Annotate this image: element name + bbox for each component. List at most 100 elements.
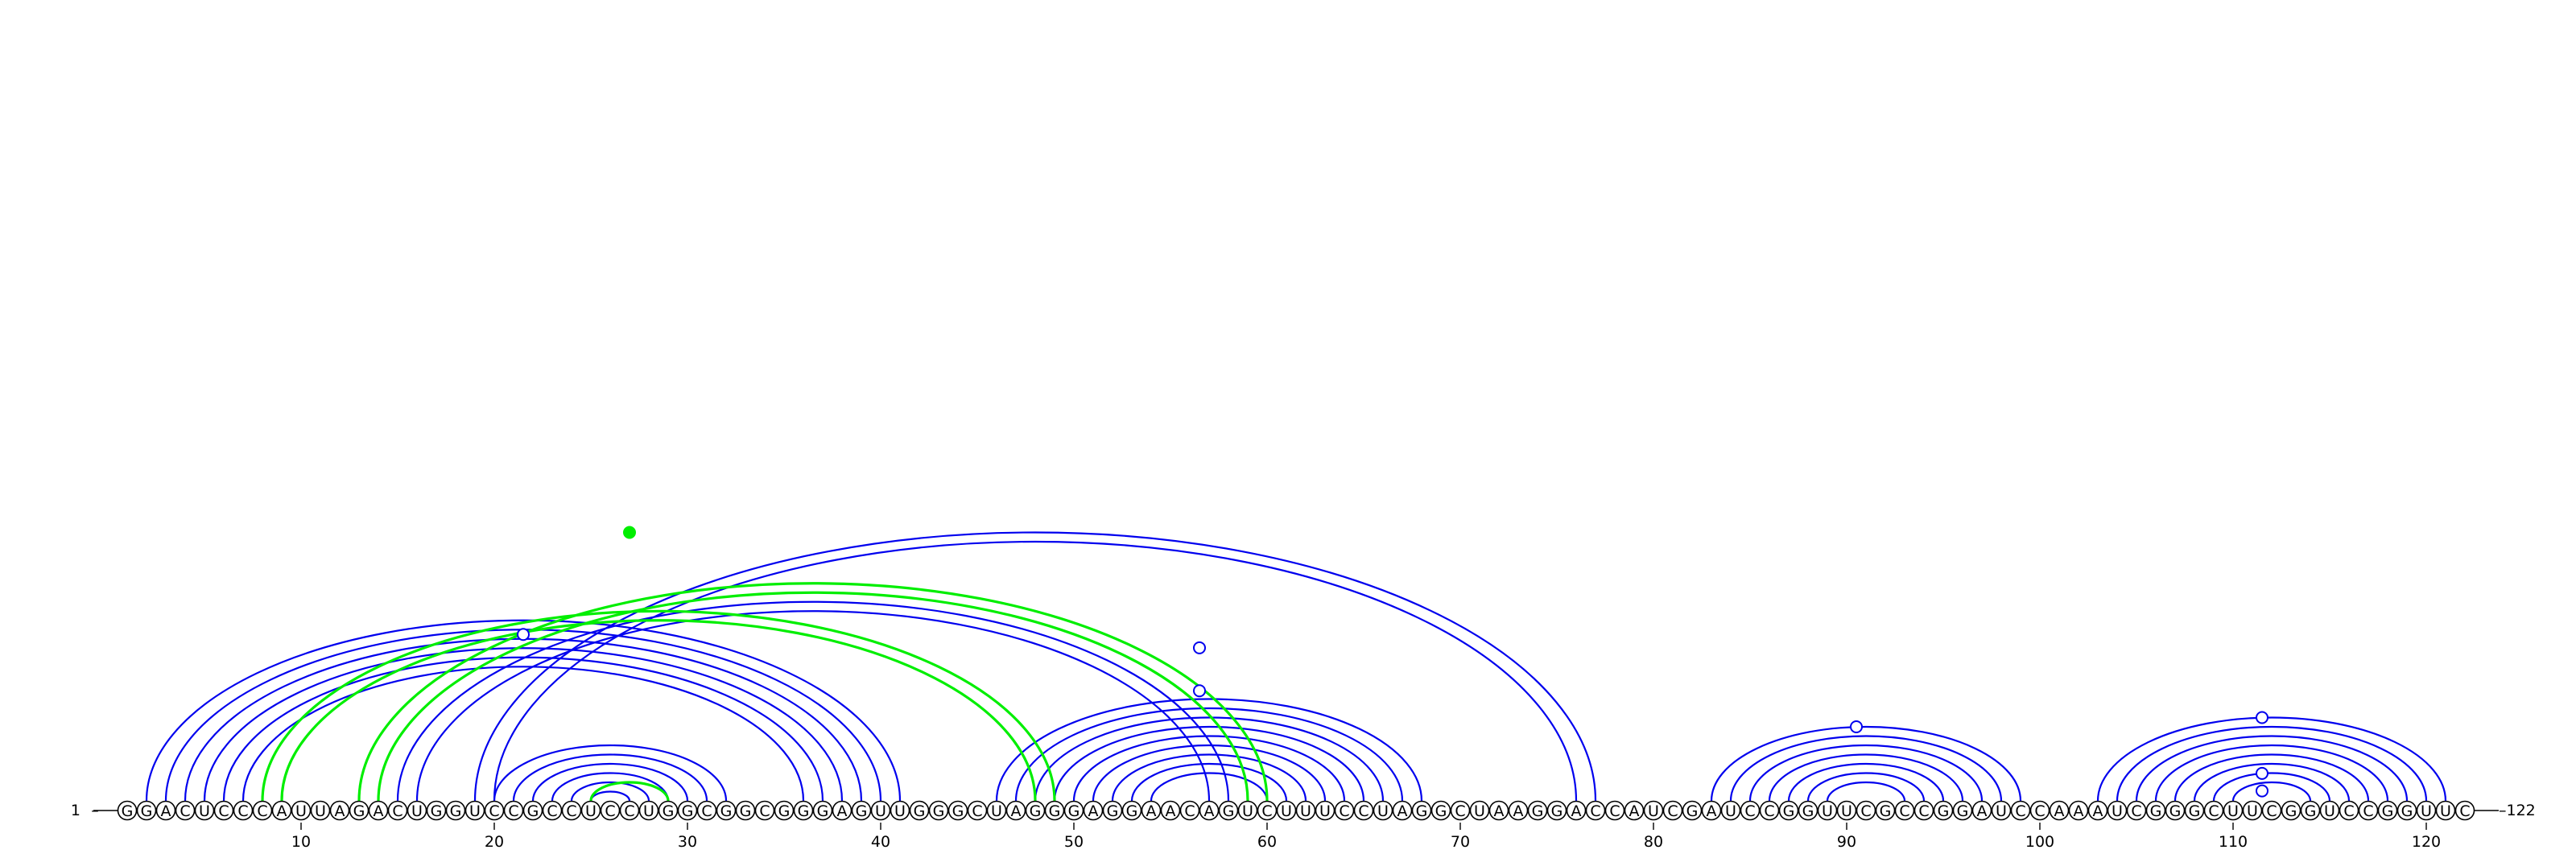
- nucleotide: G: [1121, 800, 1142, 821]
- blue-pair-arc: [2154, 744, 2389, 802]
- nucleotide: A: [329, 800, 350, 821]
- svg-text:C: C: [1918, 802, 1929, 820]
- nucleotide: A: [271, 800, 292, 821]
- svg-text:A: A: [1629, 802, 1640, 820]
- svg-text:G: G: [1030, 802, 1042, 820]
- tick-layer: 10 20 30 40 50 60 70 80 90 100 110 120: [291, 823, 2441, 851]
- svg-text:A: A: [1146, 802, 1157, 820]
- blue-pair-arc: [512, 753, 708, 802]
- green-pair-arc: [357, 582, 1269, 802]
- nucleotide: C: [387, 800, 408, 821]
- svg-text:C: C: [180, 802, 190, 820]
- tick-label: 110: [2219, 833, 2248, 851]
- nucleotide: U: [1817, 800, 1838, 821]
- nucleotide: U: [194, 800, 215, 821]
- nucleotide: G: [2184, 800, 2205, 821]
- svg-text:U: U: [894, 802, 906, 820]
- open-pair-marker: [1850, 720, 1863, 733]
- svg-text:U: U: [2440, 802, 2451, 820]
- blue-pair-arc: [493, 744, 728, 802]
- nucleotide: G: [136, 800, 157, 821]
- svg-text:C: C: [547, 802, 557, 820]
- green-pair-arc: [261, 609, 1056, 802]
- blue-pair-arc: [415, 610, 1211, 802]
- nucleotide: C: [1604, 800, 1625, 821]
- nucleotide: G: [1430, 800, 1451, 821]
- nucleotide: U: [580, 800, 601, 821]
- svg-text:U: U: [1319, 802, 1331, 820]
- nucleotide: G: [522, 800, 543, 821]
- blue-pair-arc: [2135, 735, 2409, 802]
- nucleotide: C: [1759, 800, 1780, 821]
- nucleotide: G: [1218, 800, 1239, 821]
- svg-text:G: G: [1416, 802, 1428, 820]
- nucleotide: C: [252, 800, 273, 821]
- nucleotide: G: [928, 800, 949, 821]
- svg-text:G: G: [1532, 802, 1544, 820]
- nucleotide: G: [851, 800, 872, 821]
- svg-text:A: A: [1397, 802, 1408, 820]
- svg-text:U: U: [1377, 802, 1389, 820]
- nucleotide: G: [1411, 800, 1432, 821]
- nucleotide: C: [1662, 800, 1683, 821]
- nucleotide: C: [1913, 800, 1934, 821]
- nucleotide: U: [986, 800, 1007, 821]
- svg-text:G: G: [527, 802, 539, 820]
- nucleotide: U: [1643, 800, 1664, 821]
- blue-pair-arc: [473, 531, 1597, 802]
- nucleotide: U: [638, 800, 659, 821]
- svg-text:G: G: [682, 802, 694, 820]
- nucleotide: G: [2377, 800, 2398, 821]
- nucleotide: C: [967, 800, 988, 821]
- nucleotide: G: [1546, 800, 1567, 821]
- nucleotide: U: [870, 800, 891, 821]
- svg-text:G: G: [431, 802, 443, 820]
- tick-label: 40: [871, 833, 890, 851]
- nucleotide: G: [1952, 800, 1973, 821]
- blue-pair-arc: [493, 540, 1578, 802]
- svg-text:G: G: [1107, 802, 1119, 820]
- svg-text:U: U: [1242, 802, 1253, 820]
- blue-pair-arc: [1111, 753, 1307, 802]
- blue-pair-arc: [184, 637, 863, 802]
- svg-text:C: C: [489, 802, 499, 820]
- svg-text:G: G: [933, 802, 945, 820]
- blue-pair-arc: [1150, 772, 1269, 802]
- nucleotide: C: [1179, 800, 1200, 821]
- blue-pair-arc: [551, 772, 670, 802]
- svg-text:U: U: [585, 802, 597, 820]
- svg-text:G: G: [2169, 802, 2182, 820]
- nucleotide: A: [1488, 800, 1509, 821]
- nucleotide: C: [754, 800, 775, 821]
- svg-text:G: G: [141, 802, 153, 820]
- nucleotide: G: [2145, 800, 2166, 821]
- blue-pair-arc: [145, 619, 902, 802]
- nucleotide: U: [291, 800, 312, 821]
- tick-label: 20: [485, 833, 504, 851]
- svg-text:G: G: [122, 802, 134, 820]
- svg-text:A: A: [1571, 802, 1582, 820]
- nucleotide: G: [812, 800, 833, 821]
- svg-text:U: U: [1725, 802, 1736, 820]
- nucleotide: C: [600, 800, 621, 821]
- nucleotide: C: [2261, 800, 2282, 821]
- nucleotide: A: [1971, 800, 1992, 821]
- svg-text:A: A: [2054, 802, 2065, 820]
- nucleotide: U: [1720, 800, 1741, 821]
- svg-text:G: G: [2401, 802, 2413, 820]
- nucleotide: A: [2068, 800, 2089, 821]
- nucleotide: A: [1392, 800, 1413, 821]
- nucleotide: G: [2300, 800, 2321, 821]
- nucleotide: A: [1508, 800, 1529, 821]
- svg-text:C: C: [605, 802, 615, 820]
- nucleotide: G: [1875, 800, 1896, 821]
- blue-pair-arc: [1806, 772, 1926, 802]
- tick-label: 50: [1064, 833, 1084, 851]
- nucleotide: A: [1005, 800, 1026, 821]
- blue-pair-arc: [1053, 725, 1365, 802]
- svg-text:C: C: [257, 802, 267, 820]
- nucleotide: A: [1199, 800, 1220, 821]
- nucleotide: G: [1778, 800, 1799, 821]
- svg-text:C: C: [392, 802, 402, 820]
- nucleotide: C: [484, 800, 505, 821]
